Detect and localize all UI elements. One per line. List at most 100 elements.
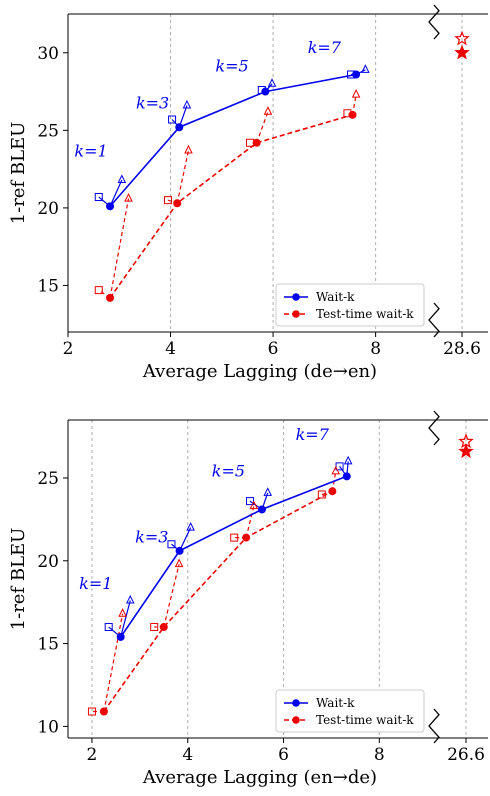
triangle-marker <box>186 522 195 531</box>
legend-box <box>275 689 425 733</box>
triangle-marker <box>331 465 341 475</box>
triangle-marker <box>249 500 259 510</box>
y-tick-label: 15 <box>37 276 59 296</box>
y-tick-label: 20 <box>37 199 59 219</box>
data-point <box>159 623 168 632</box>
legend-label: Test-time wait-k <box>316 307 414 321</box>
k-label: k=3 <box>135 528 168 547</box>
square-marker <box>104 623 113 632</box>
y-tick-label: 30 <box>37 44 59 64</box>
data-point <box>242 533 251 542</box>
axis-break-top-icon <box>428 4 440 40</box>
x-tick-label: 8 <box>374 745 385 765</box>
series-line-0 <box>120 475 347 638</box>
data-point <box>175 546 184 555</box>
y-tick-label: 25 <box>37 469 59 489</box>
square-marker <box>87 707 96 716</box>
x-tick-label: 2 <box>87 745 98 765</box>
legend: Wait-k Test-time wait-k <box>275 689 425 733</box>
axis-break-top-icon <box>428 410 440 446</box>
legend-box <box>275 283 425 327</box>
legend-label: Wait-k <box>316 696 355 710</box>
triangle-marker <box>361 64 370 73</box>
connector-line <box>109 198 130 298</box>
connector-line <box>120 600 131 638</box>
connector-line <box>256 111 269 143</box>
square-marker <box>94 286 103 295</box>
data-point <box>328 487 337 496</box>
square-marker <box>167 540 176 549</box>
triangle-marker <box>174 558 184 568</box>
connector-line <box>109 179 123 207</box>
triangle-marker <box>267 78 277 87</box>
square-marker <box>317 490 326 499</box>
square-marker <box>246 138 254 147</box>
legend-marker <box>292 310 300 318</box>
legend-marker <box>292 699 300 707</box>
x-axis-label: Average Lagging (de→en) <box>142 361 377 382</box>
axes: 2 4 6 8 26.6 10 15 20 25 Average Lagging (en→de) 1… <box>8 410 488 788</box>
triangle-marker <box>184 144 193 154</box>
y-tick-label: 20 <box>37 552 59 572</box>
triangle-marker <box>124 192 133 202</box>
series-line-1 <box>109 114 353 299</box>
star-filled-icon <box>458 443 474 459</box>
data-point <box>106 202 115 211</box>
triangle-marker <box>263 106 273 115</box>
k-label: k=7 <box>308 38 342 57</box>
star-outline-icon <box>454 30 470 46</box>
triangle-marker <box>263 487 273 496</box>
x-tick-label: 8 <box>370 339 381 359</box>
triangle-marker <box>351 89 361 98</box>
connector-line <box>176 150 190 204</box>
data-point <box>348 110 357 119</box>
data-point <box>261 87 270 96</box>
x-tick-label: 6 <box>278 745 289 765</box>
data-point <box>175 123 184 132</box>
x-break-tick-label: 28.6 <box>443 339 481 359</box>
data-point <box>257 505 266 514</box>
axis-break-bottom-icon <box>428 708 440 744</box>
data-point <box>99 707 108 716</box>
k-label: k=1 <box>79 574 112 593</box>
square-marker <box>168 115 177 124</box>
square-marker <box>230 533 239 542</box>
k-label: k=1 <box>74 142 107 161</box>
square-marker <box>163 196 172 205</box>
y-tick-label: 15 <box>37 635 59 655</box>
square-marker <box>246 497 254 506</box>
y-tick-label: 10 <box>37 717 59 737</box>
triangle-marker <box>117 174 127 183</box>
triangle-marker <box>343 455 353 465</box>
k-label: k=7 <box>296 425 330 444</box>
legend-marker <box>292 716 300 724</box>
k-label: k=5 <box>215 56 248 75</box>
star-outline-icon <box>458 433 474 449</box>
series-line-0 <box>109 73 357 207</box>
y-tick-label: 25 <box>37 121 59 141</box>
data-point <box>106 293 115 302</box>
x-break-tick-label: 26.6 <box>447 745 485 765</box>
y-axis-label: 1-ref BLEU <box>8 122 29 225</box>
triangle-marker <box>125 594 135 604</box>
triangle-marker <box>182 99 192 109</box>
axes: 2 4 6 8 28.6 15 20 25 30 Average Lagging (de→en) 1… <box>8 4 488 382</box>
data-point <box>352 70 361 79</box>
connector-line <box>103 613 124 712</box>
connector-line <box>163 563 180 628</box>
x-tick-label: 6 <box>268 339 279 359</box>
y-axis-label: 1-ref BLEU <box>8 528 29 631</box>
data-point <box>252 138 261 147</box>
square-marker <box>150 623 159 632</box>
triangle-marker <box>118 608 127 617</box>
x-tick-label: 4 <box>182 745 193 765</box>
axis-break-bottom-icon <box>428 302 440 338</box>
legend-marker <box>292 293 300 301</box>
chart-de-en: 2 4 6 8 28.6 15 20 25 30 Average Lagging (de→en) 1… <box>8 4 488 382</box>
grid-lines <box>91 420 467 738</box>
x-axis-label: Average Lagging (en→de) <box>142 767 377 788</box>
plot-area <box>94 64 370 302</box>
k-label: k=3 <box>136 94 169 113</box>
data-point <box>342 472 351 481</box>
legend-label: Wait-k <box>316 290 355 304</box>
